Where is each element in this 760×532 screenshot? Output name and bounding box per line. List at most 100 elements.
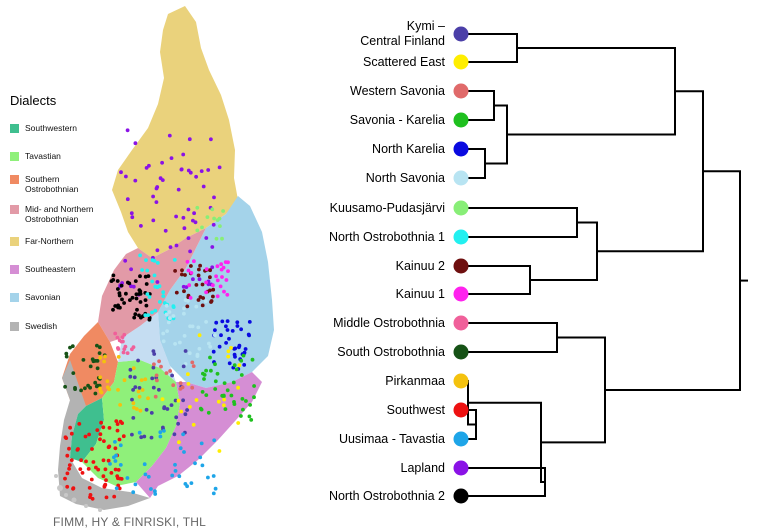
sample-dot: [93, 391, 98, 396]
sample-dot: [239, 373, 244, 377]
sample-dot: [67, 446, 71, 451]
sample-dot: [125, 128, 130, 133]
sample-dot: [99, 390, 104, 395]
sample-dot: [137, 430, 142, 435]
sample-dot: [125, 476, 130, 480]
sample-dot: [134, 292, 139, 297]
sample-dot: [219, 333, 223, 338]
sample-dot: [107, 387, 112, 392]
sample-dot: [125, 351, 130, 355]
sample-dot: [225, 319, 230, 323]
sample-dot: [187, 351, 192, 356]
sample-dot: [208, 355, 212, 360]
sample-dot: [87, 486, 92, 490]
sample-dot: [154, 200, 159, 205]
sample-dot: [118, 463, 123, 467]
sample-dot: [179, 167, 184, 172]
sample-dot: [161, 425, 165, 430]
sample-dot: [149, 435, 154, 440]
sample-dot: [183, 273, 187, 277]
sample-dot: [160, 160, 165, 165]
dendrogram-branch: [461, 467, 546, 497]
sample-dot: [181, 284, 186, 289]
sample-dot: [192, 211, 197, 216]
sample-dot: [195, 354, 200, 358]
sample-dot: [195, 228, 200, 233]
sample-dot: [107, 426, 112, 430]
sample-dot: [221, 209, 226, 213]
sample-dot: [106, 458, 111, 463]
leaf-node: [453, 200, 469, 216]
dendrogram-branch: [507, 47, 676, 136]
sample-dot: [137, 394, 142, 399]
sample-dot: [138, 253, 143, 258]
sample-dot: [135, 307, 139, 312]
leaf-node: [453, 54, 469, 70]
sample-dot: [113, 467, 118, 472]
sample-dot: [181, 364, 186, 369]
sample-dot: [64, 436, 69, 440]
sample-dot: [213, 362, 217, 367]
sample-dot: [116, 355, 121, 359]
sample-dot: [213, 379, 218, 384]
sample-dot: [232, 400, 236, 404]
sample-dot: [200, 225, 204, 230]
sample-dot: [239, 327, 244, 332]
sample-dot: [115, 279, 120, 283]
sample-dot: [146, 474, 151, 479]
sample-dot: [169, 156, 174, 161]
sample-dot: [217, 449, 222, 453]
sample-dot: [187, 283, 192, 288]
sample-dot: [203, 299, 208, 304]
sample-dot: [98, 432, 103, 437]
legend-swatch: [10, 152, 19, 161]
sample-dot: [90, 496, 95, 501]
sample-dot: [102, 359, 106, 364]
sample-dot: [181, 398, 186, 403]
sample-dot: [233, 346, 238, 351]
leaf-label: Kainuu 1: [395, 286, 445, 301]
sample-dot: [122, 347, 127, 351]
sample-dot: [111, 278, 116, 282]
sample-dot: [115, 422, 120, 426]
sample-dot: [213, 328, 217, 332]
sample-dot: [117, 486, 122, 491]
sample-dot: [189, 481, 194, 485]
sample-dot: [240, 397, 245, 401]
leaf-label: Lapland: [400, 460, 446, 475]
sample-dot: [98, 386, 102, 391]
region-mid-northern: [98, 228, 206, 342]
sample-dot: [237, 343, 242, 348]
sample-dot: [137, 313, 141, 318]
legend-swatch: [10, 175, 19, 184]
sample-dot: [165, 407, 170, 411]
leaf-label: North Ostrobothnia 2: [328, 488, 445, 503]
sample-dot: [181, 215, 186, 220]
sample-dot: [155, 261, 160, 265]
sample-dot: [150, 376, 155, 381]
sample-dot: [133, 482, 138, 487]
leaf-label: Western Savonia: [350, 83, 445, 98]
sample-dot: [194, 283, 199, 287]
sample-dot: [132, 315, 137, 320]
sample-dot: [220, 236, 224, 241]
sample-dot: [153, 489, 157, 494]
sample-dot: [69, 458, 74, 462]
finland-map: [54, 6, 274, 512]
sample-dot: [211, 222, 216, 227]
sample-dot: [140, 268, 145, 272]
sample-dot: [173, 469, 178, 473]
sample-dot: [146, 313, 151, 317]
sample-dot: [211, 474, 216, 478]
sample-dot: [158, 176, 163, 181]
sample-dot: [160, 397, 165, 402]
sample-dot: [80, 471, 85, 475]
sample-dot: [144, 303, 149, 308]
sample-dot: [149, 487, 153, 491]
sample-dot: [177, 474, 182, 479]
region-swedish: [58, 360, 150, 510]
leaf-node: [453, 402, 469, 418]
sample-dot: [133, 385, 138, 389]
sample-dot: [98, 355, 103, 360]
sample-dot: [137, 386, 142, 390]
